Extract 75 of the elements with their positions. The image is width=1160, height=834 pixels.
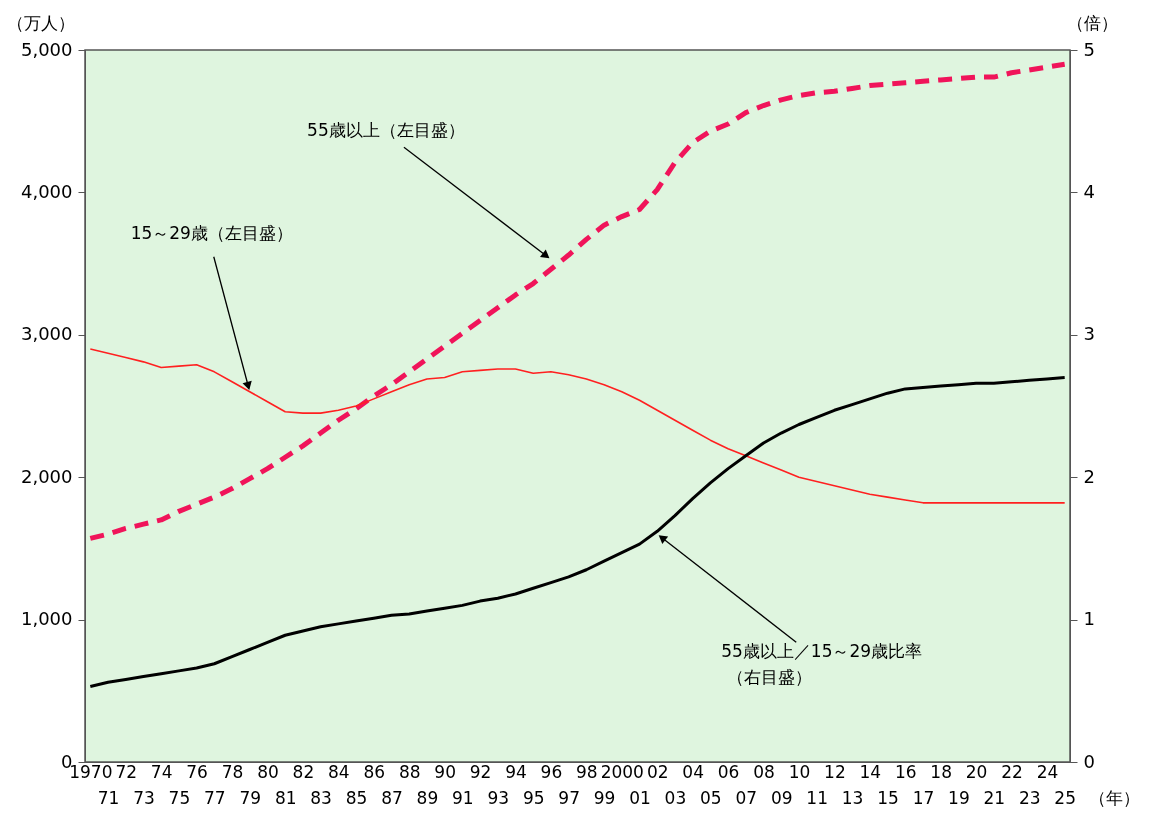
x-tick-label: 24 (1036, 761, 1059, 782)
x-tick-label: 72 (115, 761, 138, 782)
x-tick-label: 13 (841, 787, 864, 808)
x-tick-label: 71 (97, 787, 120, 808)
x-tick-label: 88 (398, 761, 421, 782)
x-tick-label: 97 (558, 787, 580, 808)
x-tick-label: 14 (859, 761, 882, 782)
x-tick-label: 11 (806, 787, 828, 808)
y2-tick-label: 5 (1083, 38, 1095, 60)
y2-tick-label: 2 (1083, 465, 1095, 487)
y2-axis-title: （倍） (1067, 12, 1118, 33)
x-tick-label: 85 (345, 787, 368, 808)
x-tick-label: 74 (150, 761, 173, 782)
x-tick-label: 10 (788, 761, 811, 782)
annotation: （右目盛） (727, 667, 813, 688)
y-axis-title: （万人） (6, 12, 75, 33)
y2-tick-label: 4 (1083, 180, 1095, 202)
y2-tick-label: 1 (1083, 608, 1095, 630)
y2-tick-label: 3 (1083, 323, 1095, 345)
x-tick-label: 20 (965, 761, 988, 782)
x-tick-label: 95 (522, 787, 545, 808)
y-tick-label: 3,000 (20, 323, 73, 345)
x-tick-label: 21 (983, 787, 1006, 808)
x-tick-label: 79 (239, 787, 262, 808)
x-tick-label: 78 (221, 761, 244, 782)
x-tick-label: 80 (257, 761, 279, 782)
x-axis-title: （年） (1088, 787, 1140, 808)
x-tick-label: 05 (700, 787, 722, 808)
y-tick-label: 1,000 (20, 608, 73, 630)
x-tick-label: 18 (930, 761, 952, 782)
x-tick-label: 23 (1018, 787, 1041, 808)
x-tick-label: 2000 (600, 761, 644, 782)
x-tick-label: 73 (133, 787, 155, 808)
x-tick-label: 94 (505, 761, 527, 782)
x-tick-label: 81 (274, 787, 297, 808)
x-tick-label: 04 (682, 761, 704, 782)
x-tick-label: 25 (1054, 787, 1077, 808)
annotation: 55歳以上（左目盛） (307, 120, 465, 141)
line-series (88, 376, 1067, 689)
y-tick-label: 2,000 (20, 465, 73, 487)
x-tick-label: 83 (310, 787, 332, 808)
x-tick-label: 82 (292, 761, 315, 782)
x-tick-label: 75 (168, 787, 191, 808)
x-tick-label: 96 (540, 761, 563, 782)
x-tick-label: 19 (948, 787, 970, 808)
x-tick-label: 84 (328, 761, 350, 782)
x-tick-label: 02 (646, 761, 669, 782)
x-tick-label: 98 (576, 761, 598, 782)
x-tick-label: 06 (717, 761, 740, 782)
x-tick-label: 76 (186, 761, 208, 782)
x-tick-label: 99 (593, 787, 616, 808)
x-tick-label: 07 (735, 787, 758, 808)
x-tick-label: 01 (629, 787, 651, 808)
y-tick-label: 4,000 (20, 180, 73, 202)
x-tick-label: 90 (434, 761, 456, 782)
x-tick-label: 22 (1001, 761, 1023, 782)
x-tick-label: 91 (452, 787, 474, 808)
x-tick-label: 92 (469, 761, 492, 782)
y2-tick-label: 0 (1083, 750, 1095, 772)
x-tick-label: 86 (363, 761, 386, 782)
x-tick-label: 17 (912, 787, 935, 808)
x-tick-label: 08 (753, 761, 775, 782)
x-tick-label: 87 (381, 787, 403, 808)
x-tick-label: 09 (770, 787, 793, 808)
line-series (89, 348, 1066, 504)
x-tick-label: 12 (824, 761, 846, 782)
y-tick-label: 5,000 (20, 38, 73, 60)
x-tick-label: 03 (664, 787, 687, 808)
annotation: 15～29歳（左目盛） (130, 222, 293, 243)
x-tick-label: 89 (416, 787, 439, 808)
x-tick-label: 16 (894, 761, 917, 782)
x-tick-label: 93 (487, 787, 510, 808)
x-tick-label: 15 (877, 787, 899, 808)
annotation: 55歳以上／15～29歳比率 (721, 641, 923, 662)
x-tick-label: 77 (204, 787, 226, 808)
